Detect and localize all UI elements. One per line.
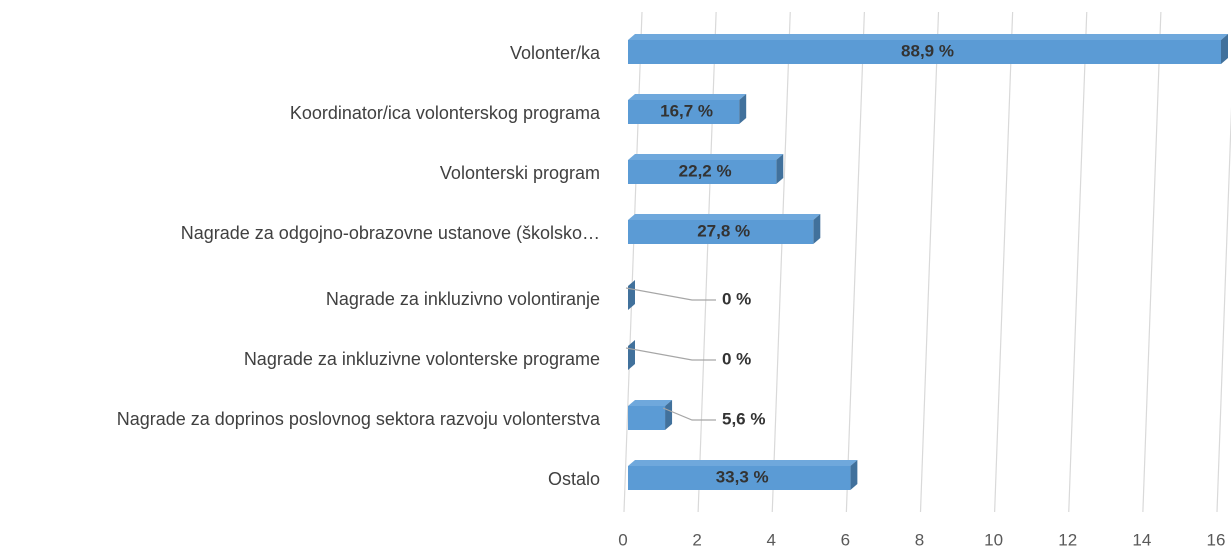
value-label: 33,3 % — [716, 467, 769, 486]
bar — [628, 94, 747, 124]
bar-face — [628, 94, 747, 100]
bar-face — [850, 460, 858, 490]
x-tick-label: 4 — [767, 530, 776, 549]
category-label: Ostalo — [548, 469, 600, 489]
grid-line — [1068, 11, 1088, 513]
x-tick-label: 12 — [1058, 530, 1077, 549]
x-tick-label: 0 — [618, 530, 627, 549]
bar-face — [628, 340, 635, 370]
bar-face — [628, 40, 1221, 64]
leader-line — [662, 407, 716, 421]
bar — [628, 400, 673, 430]
category-label: Volonterski program — [440, 163, 600, 183]
bar-face — [628, 34, 1228, 40]
x-tick-label: 8 — [915, 530, 924, 549]
leader-line — [625, 287, 716, 301]
bar-face — [776, 154, 784, 184]
bar-face — [628, 406, 666, 430]
bar-face — [628, 280, 635, 310]
bar — [628, 460, 858, 490]
value-label: 5,6 % — [722, 409, 765, 428]
x-tick-label: 6 — [841, 530, 850, 549]
category-label: Koordinator/ica volonterskog programa — [290, 103, 601, 123]
bar — [628, 214, 821, 244]
leader-line — [625, 347, 716, 361]
grid-line — [1216, 106, 1231, 513]
x-tick-label: 14 — [1132, 530, 1151, 549]
bar-face — [628, 460, 858, 466]
category-label: Nagrade za odgojno-obrazovne ustanove (š… — [181, 223, 600, 243]
category-label: Nagrade za inkluzivne volonterske progra… — [244, 349, 600, 369]
bar — [628, 154, 784, 184]
bar — [628, 340, 635, 370]
category-label: Volonter/ka — [510, 43, 601, 63]
bar-face — [813, 214, 821, 244]
value-label: 16,7 % — [660, 101, 713, 120]
category-label: Nagrade za inkluzivno volontiranje — [326, 289, 600, 309]
grid-line — [845, 11, 865, 513]
x-tick-label: 10 — [984, 530, 1003, 549]
grid-line — [623, 11, 643, 513]
x-tick-label: 2 — [692, 530, 701, 549]
value-label: 0 % — [722, 289, 751, 308]
value-label: 0 % — [722, 349, 751, 368]
bar-face — [628, 400, 673, 406]
category-label: Nagrade za doprinos poslovnog sektora ra… — [117, 409, 601, 429]
grid-line — [1142, 11, 1162, 513]
bar-face — [628, 154, 784, 160]
grid-line — [994, 11, 1014, 513]
value-label: 27,8 % — [697, 221, 750, 240]
bar-face — [628, 160, 777, 184]
bar-face — [665, 400, 673, 430]
grid-line — [919, 11, 940, 513]
value-label: 88,9 % — [901, 41, 954, 60]
grid-line — [771, 11, 791, 513]
bar — [628, 34, 1228, 64]
value-label: 22,2 % — [679, 161, 732, 180]
x-tick-label: 16 — [1207, 530, 1226, 549]
bar-face — [739, 94, 747, 124]
bar-face — [1221, 34, 1228, 64]
bar-face — [628, 466, 851, 490]
bar-face — [628, 100, 740, 124]
grid-line — [697, 11, 717, 513]
bar-face — [628, 214, 821, 220]
bar — [628, 280, 635, 310]
bar-face — [628, 220, 814, 244]
